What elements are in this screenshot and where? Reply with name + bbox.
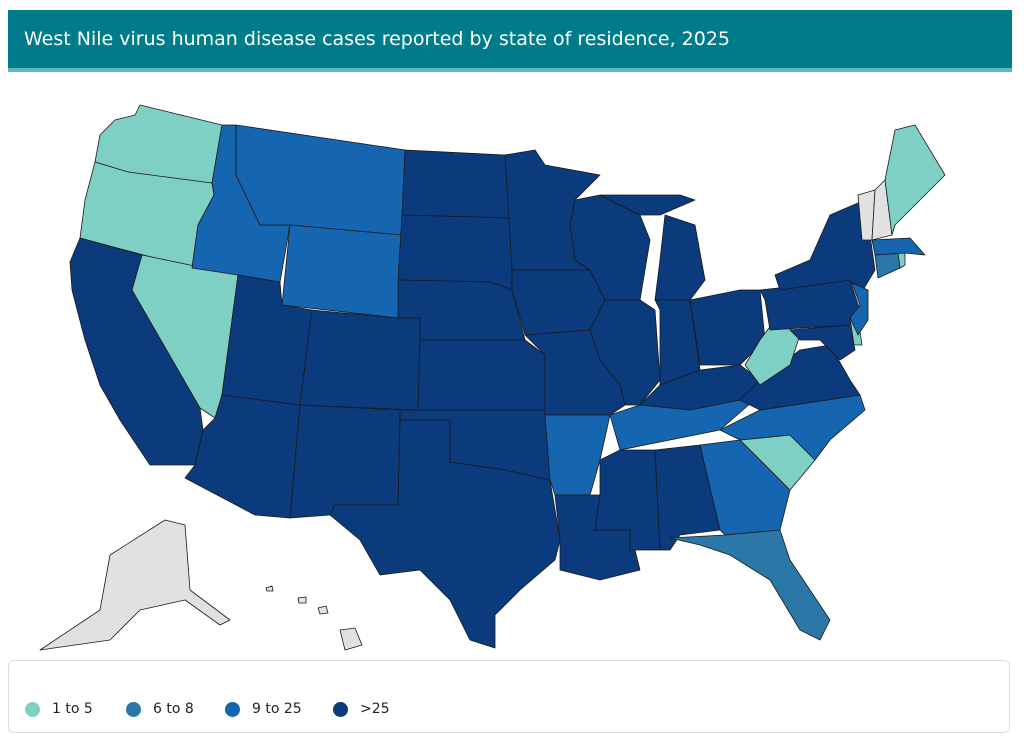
state[interactable] xyxy=(594,449,661,551)
legend: 1 to 5 6 to 8 9 to 25 >25 xyxy=(8,660,1010,733)
state[interactable] xyxy=(289,404,401,519)
state[interactable] xyxy=(884,124,946,236)
legend-item[interactable]: 9 to 25 xyxy=(225,701,302,717)
state[interactable] xyxy=(669,529,831,641)
state[interactable] xyxy=(339,627,363,651)
state[interactable] xyxy=(265,585,274,592)
header: West Nile virus human disease cases repo… xyxy=(8,10,1012,72)
legend-label: 1 to 5 xyxy=(52,701,93,717)
legend-item[interactable]: >25 xyxy=(333,701,390,717)
state[interactable] xyxy=(774,199,876,296)
state[interactable] xyxy=(589,299,661,406)
state[interactable] xyxy=(184,394,301,519)
state[interactable] xyxy=(235,124,406,236)
legend-item[interactable]: 6 to 8 xyxy=(126,701,194,717)
title: West Nile virus human disease cases repo… xyxy=(24,28,731,50)
state[interactable] xyxy=(299,309,421,411)
state[interactable] xyxy=(39,519,231,651)
legend-swatch xyxy=(126,701,141,717)
map xyxy=(39,104,946,651)
legend-item[interactable]: 1 to 5 xyxy=(25,701,93,717)
state[interactable] xyxy=(297,596,307,604)
legend-label: 6 to 8 xyxy=(153,701,194,717)
state[interactable] xyxy=(511,269,606,336)
state[interactable] xyxy=(849,282,869,336)
state[interactable] xyxy=(599,194,696,216)
state[interactable] xyxy=(281,224,403,319)
state[interactable] xyxy=(329,419,561,649)
state[interactable] xyxy=(401,149,513,219)
state[interactable] xyxy=(397,214,513,291)
legend-label: >25 xyxy=(360,701,390,717)
legend-swatch xyxy=(333,701,348,717)
state[interactable] xyxy=(874,252,901,279)
state[interactable] xyxy=(789,324,856,361)
legend-swatch xyxy=(25,701,40,717)
legend-label: 9 to 25 xyxy=(252,701,302,717)
state[interactable] xyxy=(871,237,926,256)
state[interactable] xyxy=(417,339,546,411)
legend-swatch xyxy=(225,701,240,717)
state[interactable] xyxy=(317,605,329,615)
state[interactable] xyxy=(654,214,706,301)
state[interactable] xyxy=(759,279,861,331)
